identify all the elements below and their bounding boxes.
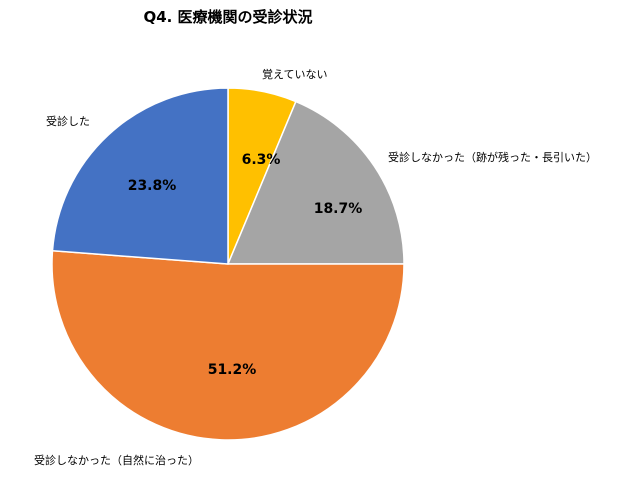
value-label-ato-ga-nokotta: 18.7% <box>314 201 363 217</box>
pie-slices <box>51 87 405 441</box>
category-label-oboeteinai: 覚えていない <box>262 68 327 81</box>
value-label-jushin-shita: 23.8% <box>128 178 177 194</box>
category-label-shizen-ni-naotta: 受診しなかった（自然に治った） <box>34 453 199 467</box>
value-label-shizen-ni-naotta: 51.2% <box>208 362 257 378</box>
pie-slice-jushin-shita <box>51 87 229 265</box>
category-label-jushin-shita: 受診した <box>46 114 90 128</box>
pie-slice-shizen-ni-naotta <box>51 249 405 441</box>
value-label-oboeteinai: 6.3% <box>242 152 281 168</box>
pie-slice-ato-ga-nokotta <box>226 100 405 265</box>
chart-title: Q4. 医療機関の受診状況 <box>143 8 312 26</box>
category-label-ato-ga-nokotta: 受診しなかった（跡が残った・長引いた） <box>388 150 597 164</box>
